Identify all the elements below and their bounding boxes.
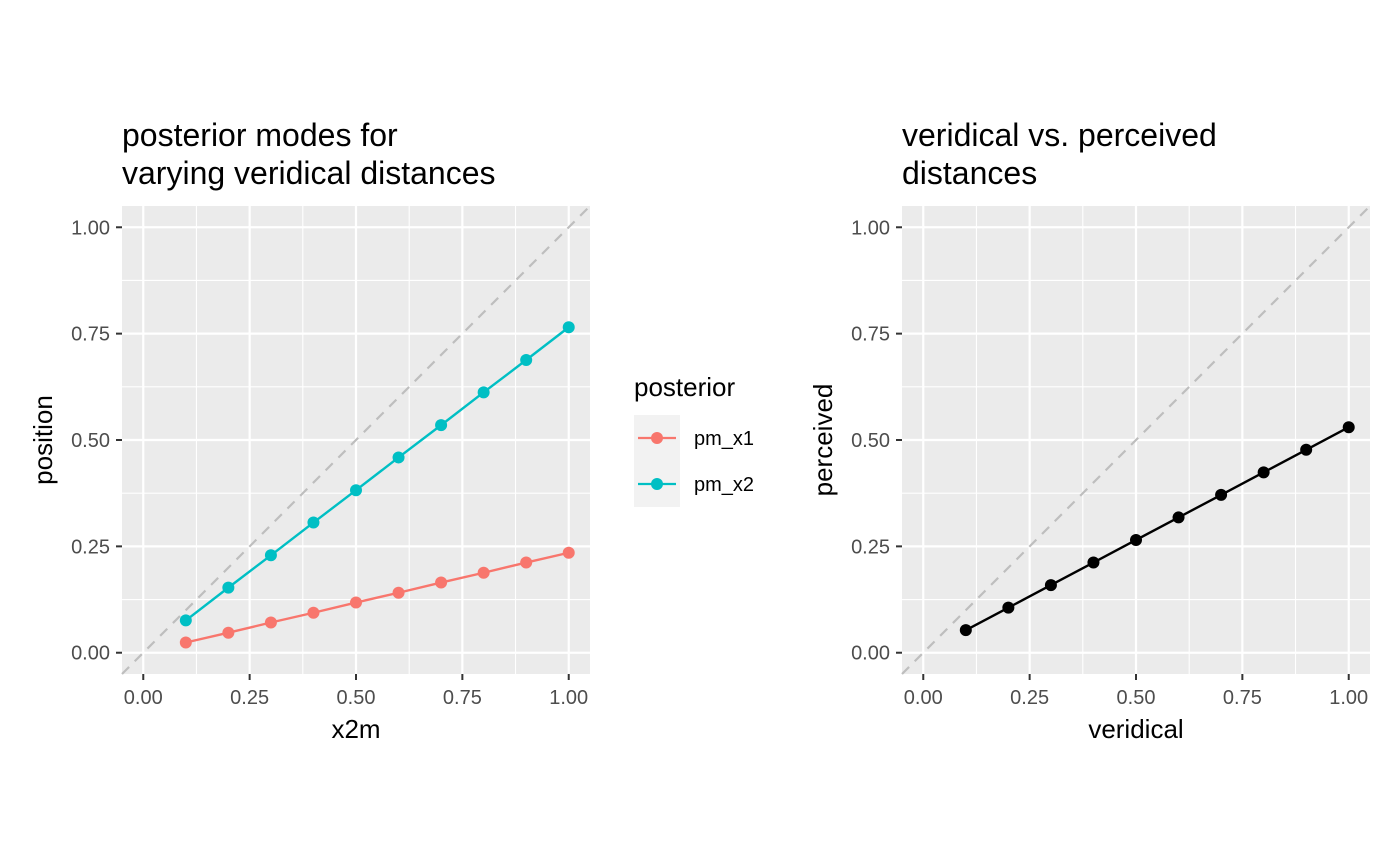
y-tick-label: 0.75 bbox=[851, 324, 890, 346]
chart-title-line-1: posterior modes for bbox=[122, 117, 398, 153]
data-point bbox=[350, 484, 362, 497]
series-layer bbox=[959, 421, 1355, 637]
data-point bbox=[435, 419, 448, 432]
data-point bbox=[1044, 579, 1057, 592]
y-tick-label: 0.25 bbox=[71, 536, 110, 558]
x-tick-label: 0.00 bbox=[904, 687, 943, 709]
data-point bbox=[264, 616, 277, 629]
series-line bbox=[965, 426, 1350, 632]
legend: posterior pm_x1 pm_x2 bbox=[634, 372, 754, 507]
data-point bbox=[222, 626, 235, 639]
y-axis-title: perceived bbox=[808, 384, 838, 497]
reference-diagonal bbox=[121, 205, 591, 675]
data-point bbox=[307, 606, 320, 619]
data-point bbox=[562, 546, 575, 559]
data-point bbox=[435, 576, 448, 589]
x-tick-label: 0.25 bbox=[230, 687, 269, 709]
data-point bbox=[1002, 601, 1015, 614]
y-axis-title: position bbox=[28, 395, 58, 485]
chart-title-line-1: veridical vs. perceived bbox=[902, 117, 1217, 153]
chart-title-line-2: distances bbox=[902, 155, 1037, 191]
reference-diagonal bbox=[901, 205, 1371, 675]
y-tick-label: 0.00 bbox=[71, 643, 110, 665]
legend-label-pm-x2: pm_x2 bbox=[694, 474, 754, 496]
y-tick-label: 0.25 bbox=[851, 536, 890, 558]
x-tick-label: 1.00 bbox=[1329, 687, 1368, 709]
data-point bbox=[1342, 421, 1355, 434]
axis-ticks: 0.00 0.25 0.50 0.75 1.00 0.00 0.25 0.50 0.75 1.00 bbox=[851, 217, 1368, 709]
x-axis-title: veridical bbox=[1088, 714, 1183, 744]
series-line bbox=[185, 326, 570, 622]
legend-key-point-pm-x2 bbox=[651, 478, 663, 490]
x-tick-label: 0.75 bbox=[443, 687, 482, 709]
data-point bbox=[959, 624, 972, 637]
y-tick-label: 0.50 bbox=[851, 430, 890, 452]
data-point bbox=[264, 549, 277, 562]
data-point bbox=[179, 614, 192, 627]
data-point bbox=[520, 556, 533, 569]
y-tick-label: 0.50 bbox=[71, 430, 110, 452]
data-point bbox=[477, 386, 490, 399]
reference-line bbox=[121, 205, 591, 675]
x-tick-label: 0.50 bbox=[337, 687, 376, 709]
y-tick-label: 1.00 bbox=[851, 217, 890, 239]
data-point bbox=[520, 354, 533, 367]
data-point bbox=[1172, 511, 1185, 524]
x-tick-label: 0.50 bbox=[1117, 687, 1156, 709]
y-tick-label: 0.00 bbox=[851, 643, 890, 665]
data-point bbox=[307, 516, 320, 529]
data-point bbox=[392, 451, 405, 464]
series-line bbox=[185, 551, 569, 644]
chart-posterior-modes: posterior modes for varying veridical di… bbox=[28, 117, 754, 744]
y-tick-label: 1.00 bbox=[71, 217, 110, 239]
data-point bbox=[1257, 466, 1270, 479]
data-point bbox=[350, 596, 362, 609]
series-pm_x2 bbox=[179, 321, 575, 627]
x-axis-title: x2m bbox=[331, 714, 380, 744]
legend-title: posterior bbox=[634, 372, 735, 402]
series-layer bbox=[179, 321, 575, 649]
reference-line bbox=[901, 205, 1371, 675]
legend-label-pm-x1: pm_x1 bbox=[694, 428, 754, 450]
series-series-0 bbox=[959, 421, 1355, 637]
data-point bbox=[1087, 556, 1100, 569]
legend-key-point-pm-x1 bbox=[651, 432, 663, 444]
axis-ticks: 0.00 0.25 0.50 0.75 1.00 0.00 0.25 0.50 0.75 1.00 bbox=[71, 217, 588, 709]
data-point bbox=[222, 581, 235, 594]
y-tick-label: 0.75 bbox=[71, 324, 110, 346]
series-pm_x1 bbox=[179, 546, 575, 649]
data-point bbox=[1130, 533, 1142, 546]
x-tick-label: 0.25 bbox=[1010, 687, 1049, 709]
data-point bbox=[477, 566, 490, 579]
data-point bbox=[179, 636, 192, 649]
x-tick-label: 0.00 bbox=[124, 687, 163, 709]
chart-title-line-2: varying veridical distances bbox=[122, 155, 496, 191]
x-tick-label: 1.00 bbox=[549, 687, 588, 709]
data-point bbox=[1215, 488, 1228, 501]
data-point bbox=[562, 321, 575, 334]
data-point bbox=[1300, 443, 1313, 456]
x-tick-label: 0.75 bbox=[1223, 687, 1262, 709]
data-point bbox=[392, 586, 405, 599]
chart-veridical-vs-perceived: veridical vs. perceived distances 0.00 0.… bbox=[808, 117, 1371, 744]
